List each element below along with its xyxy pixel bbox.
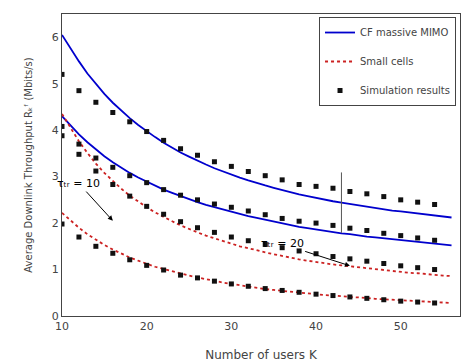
- svg-text:5: 5: [52, 78, 59, 91]
- svg-text:1: 1: [52, 263, 59, 276]
- svg-text:10: 10: [55, 320, 69, 333]
- svg-text:50: 50: [394, 320, 408, 333]
- svg-text:CF massive MIMO: CF massive MIMO: [360, 27, 448, 38]
- svg-text:Simulation results: Simulation results: [360, 85, 450, 96]
- svg-text:6: 6: [52, 31, 59, 44]
- svg-text:Number of users K: Number of users K: [205, 348, 318, 362]
- svg-text:30: 30: [224, 320, 238, 333]
- svg-text:3: 3: [52, 170, 59, 183]
- svg-text:20: 20: [140, 320, 154, 333]
- svg-text:40: 40: [309, 320, 323, 333]
- svg-text:0: 0: [52, 310, 59, 323]
- svg-text:τₜᵣ = 10: τₜᵣ = 10: [57, 177, 100, 190]
- svg-text:τₜᵣ = 20: τₜᵣ = 20: [261, 237, 304, 250]
- svg-text:Average Downlink Throughput Rₖ: Average Downlink Throughput Rₖᶠ (Mbits/s…: [23, 57, 34, 272]
- svg-text:4: 4: [52, 124, 59, 137]
- svg-text:Small cells: Small cells: [360, 56, 413, 67]
- svg-text:2: 2: [52, 217, 59, 230]
